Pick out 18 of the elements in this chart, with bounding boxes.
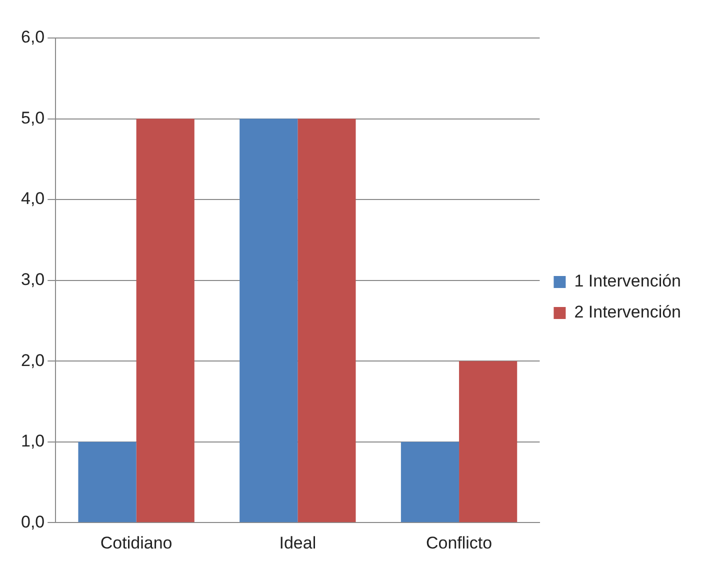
- legend-label: 2 Intervención: [574, 302, 682, 322]
- bar: [136, 118, 194, 522]
- y-tick-label: 5,0: [20, 108, 45, 128]
- legend-label: 1 Intervención: [574, 272, 682, 291]
- x-tick-label: Conflicto: [426, 533, 492, 552]
- y-tick-label: 6,0: [20, 28, 45, 47]
- y-tick-label: 0,0: [20, 512, 45, 532]
- y-tick-label: 3,0: [20, 270, 45, 289]
- bar: [78, 442, 136, 522]
- y-tick-label: 2,0: [20, 350, 45, 370]
- y-tick-label: 4,0: [20, 189, 45, 208]
- bar: [298, 118, 356, 522]
- x-tick-label: Cotidiano: [100, 533, 172, 552]
- bar: [459, 361, 518, 522]
- x-tick-label: Ideal: [279, 533, 316, 552]
- bar: [400, 442, 460, 522]
- y-tick-label: 1,0: [20, 432, 45, 451]
- bar: [240, 118, 298, 522]
